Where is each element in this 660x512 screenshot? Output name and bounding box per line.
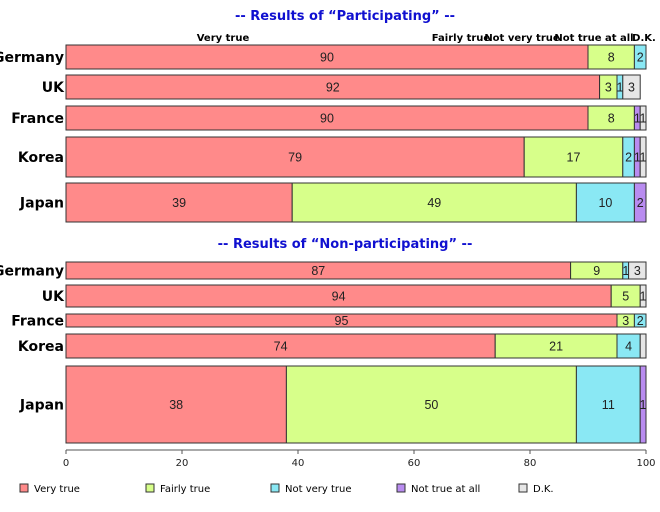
bar-segment (65, 44, 589, 70)
x-tick-label: 100 (636, 458, 655, 469)
panel-title: -- Results of “Non-participating” -- (218, 237, 473, 252)
legend-swatch (19, 483, 29, 493)
data-label: 2 (637, 314, 644, 328)
x-tick-label: 80 (524, 458, 537, 469)
panel-title: -- Results of “Participating” -- (235, 9, 455, 24)
column-header: Very true (197, 33, 250, 44)
data-label: 5 (622, 290, 629, 304)
data-label: 9 (593, 264, 600, 278)
category-label: UK (42, 289, 65, 305)
data-label: 4 (625, 340, 632, 354)
legend-swatch (518, 483, 528, 493)
data-label: 87 (311, 264, 325, 278)
bar-segment (65, 365, 287, 444)
legend-label: Not very true (285, 484, 352, 495)
bar-segment (587, 44, 635, 70)
data-label: 1 (617, 81, 624, 95)
data-label: 79 (288, 151, 302, 165)
bar-segment (639, 105, 647, 131)
bar-segment (639, 333, 647, 359)
data-label: 8 (608, 51, 615, 65)
bar-segment (622, 74, 641, 100)
bar-segment (633, 182, 647, 223)
data-label: 17 (567, 151, 581, 165)
data-label: 1 (640, 398, 647, 412)
category-label: Japan (19, 196, 64, 212)
data-label: 1 (640, 151, 647, 165)
category-label: Japan (19, 398, 64, 414)
category-label: Korea (18, 150, 64, 166)
column-header: Not true at all (554, 33, 633, 44)
bar-segment (65, 105, 589, 131)
data-label: 1 (640, 112, 647, 126)
category-label: UK (42, 80, 65, 96)
data-label: 1 (622, 264, 629, 278)
bar-segment (639, 284, 647, 308)
bar-segment (633, 313, 647, 328)
bar-segment (523, 136, 624, 178)
data-label: 50 (424, 398, 438, 412)
bar-segment (639, 136, 647, 178)
category-label: France (11, 111, 64, 127)
data-label: 38 (169, 398, 183, 412)
x-tick-label: 40 (292, 458, 305, 469)
data-label: 10 (598, 196, 612, 210)
bar-segment (628, 261, 647, 280)
bar-segment (65, 136, 525, 178)
bar-segment (65, 182, 293, 223)
data-label: 90 (320, 51, 334, 65)
column-header: D.K. (632, 33, 656, 44)
data-label: 2 (637, 51, 644, 65)
bar-segment (633, 44, 647, 70)
x-tick-label: 0 (63, 458, 69, 469)
legend-swatch (145, 483, 155, 493)
x-tick-label: 20 (176, 458, 189, 469)
x-tick-label: 60 (408, 458, 421, 469)
column-header: Not very true (484, 33, 560, 44)
bar-segment (575, 365, 641, 444)
data-label: 74 (274, 340, 288, 354)
bar-segment (639, 365, 647, 444)
category-label: Germany (0, 50, 64, 66)
category-label: Germany (0, 264, 64, 280)
legend-label: Fairly true (160, 484, 210, 495)
bar-segment (575, 182, 635, 223)
data-label: 90 (320, 112, 334, 126)
data-label: 95 (335, 314, 349, 328)
data-label: 49 (427, 196, 441, 210)
data-label: 3 (605, 81, 612, 95)
data-label: 11 (602, 398, 615, 412)
data-label: 92 (326, 81, 340, 95)
legend-swatch (270, 483, 280, 493)
data-label: 1 (640, 290, 647, 304)
data-label: 8 (608, 112, 615, 126)
data-label: 3 (634, 264, 641, 278)
data-label: 2 (637, 196, 644, 210)
column-header: Fairly true (432, 33, 491, 44)
category-label: Korea (18, 339, 64, 355)
legend-label: Very true (34, 484, 80, 495)
legend-label: Not true at all (411, 484, 480, 495)
data-label: 1 (634, 112, 641, 126)
data-label: 3 (628, 81, 635, 95)
data-label: 94 (332, 290, 346, 304)
data-label: 39 (172, 196, 186, 210)
legend-swatch (396, 483, 406, 493)
data-label: 21 (549, 340, 563, 354)
bar-segment (291, 182, 577, 223)
data-label: 1 (634, 151, 641, 165)
legend-label: D.K. (533, 484, 554, 495)
data-label: 3 (622, 314, 629, 328)
bar-segment (494, 333, 618, 359)
data-label: 2 (625, 151, 632, 165)
category-label: France (11, 314, 64, 330)
